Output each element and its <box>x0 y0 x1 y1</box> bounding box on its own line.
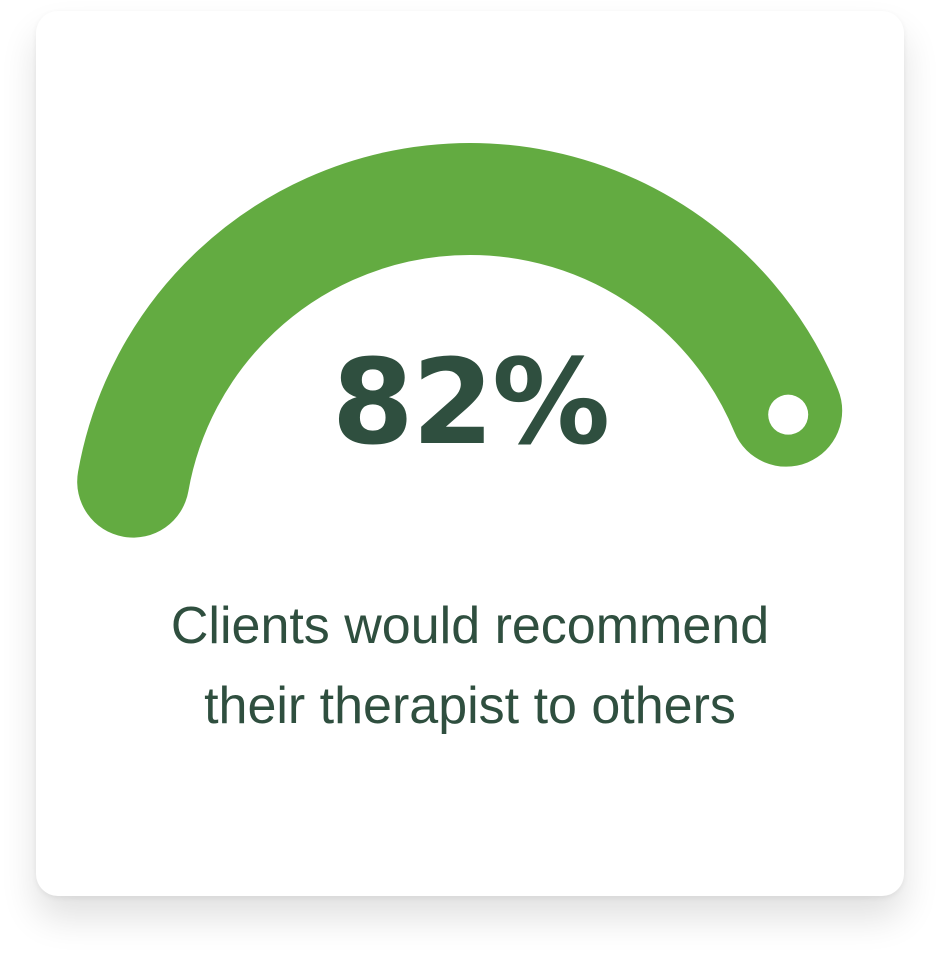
gauge-chart <box>77 143 843 538</box>
gauge-caption: Clients would recommend their therapist … <box>170 597 770 735</box>
stat-card: 82% Clients would recommend their therap… <box>36 11 904 896</box>
gauge-value-label: 82% <box>331 333 610 471</box>
gauge-arc <box>77 143 843 538</box>
gauge-end-marker <box>768 394 809 435</box>
